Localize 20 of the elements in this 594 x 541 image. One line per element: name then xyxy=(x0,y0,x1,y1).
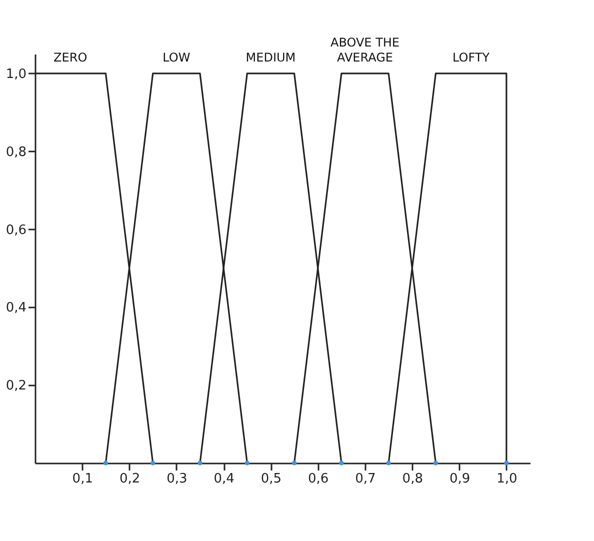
x-tick-label: 1,0 xyxy=(496,472,518,486)
series-label: ZERO xyxy=(54,50,88,64)
x-tick-label: 0,2 xyxy=(119,472,140,486)
series-label: LOFTY xyxy=(452,50,490,64)
series-label: MEDIUM xyxy=(246,50,296,64)
y-tick-label: 1,0 xyxy=(6,66,26,82)
x-tick-label: 0,1 xyxy=(72,472,93,486)
x-tick-label: 0,9 xyxy=(449,472,470,486)
y-tick-label: 0,4 xyxy=(6,300,26,316)
x-tick-label: 0,5 xyxy=(260,472,282,486)
series-label: ABOVE THE AVERAGE xyxy=(330,35,400,64)
x-tick-label: 0,7 xyxy=(355,472,376,486)
x-tick-label: 0,8 xyxy=(402,472,423,486)
y-tick-label: 0,6 xyxy=(6,222,26,238)
x-tick-label: 0,6 xyxy=(308,472,329,486)
y-tick-label: 0,2 xyxy=(6,378,26,394)
x-tick-label: 0,3 xyxy=(166,472,188,486)
x-tick-label: 0,4 xyxy=(214,472,234,486)
y-tick-label: 0,8 xyxy=(6,144,26,160)
series-label: LOW xyxy=(162,50,190,64)
